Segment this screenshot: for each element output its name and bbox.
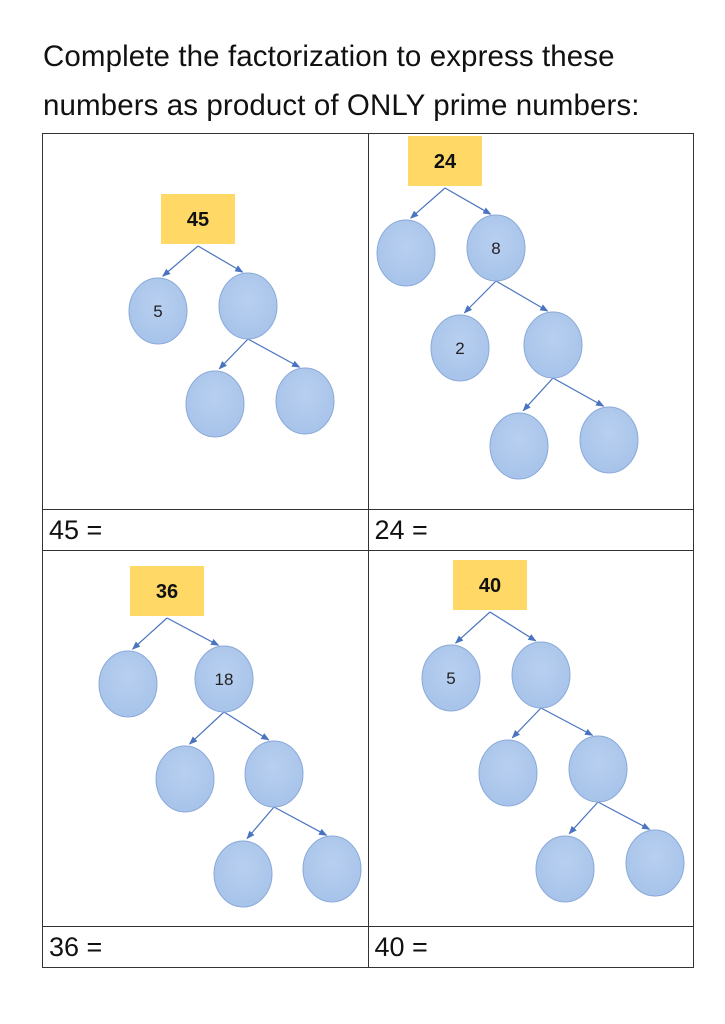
- branch-arrow: [495, 280, 548, 312]
- problem-2-tree-cell: 24 8 2: [367, 133, 694, 510]
- factor-node-blank[interactable]: [155, 745, 215, 813]
- factor-node-blank[interactable]: [535, 835, 594, 903]
- branch-arrow: [166, 617, 220, 646]
- factor-node-blank[interactable]: [98, 650, 158, 718]
- root-number-box: [130, 565, 204, 616]
- branch-arrow: [552, 377, 604, 407]
- factor-node-filled: [430, 314, 489, 382]
- factor-tree-45: 45 5: [128, 194, 335, 438]
- factor-node-blank[interactable]: [218, 272, 278, 340]
- factor-tree-36: 36 18: [98, 565, 362, 908]
- branch-arrow: [409, 187, 445, 219]
- branch-arrow: [218, 338, 249, 370]
- factor-node-label: 18: [215, 670, 234, 689]
- branch-arrow: [188, 711, 225, 745]
- branch-arrow: [162, 245, 199, 277]
- instruction-line-1: Complete the factorization to express th…: [43, 40, 615, 73]
- problem-1-tree-cell: 45 5: [42, 133, 369, 510]
- root-number-box: [452, 559, 527, 610]
- factor-node-blank[interactable]: [523, 311, 582, 379]
- answer-cell-24[interactable]: 24 =: [367, 508, 694, 551]
- factor-node-label: 5: [446, 669, 455, 688]
- problem-3-tree-cell: 36 18: [42, 549, 369, 927]
- root-number-label: 45: [187, 209, 209, 231]
- branch-arrow: [223, 711, 270, 741]
- problem-4-tree-cell: 40 5: [367, 549, 694, 927]
- factor-node-filled: [128, 277, 188, 345]
- root-number-label: 40: [478, 575, 500, 597]
- factor-node-label: 8: [491, 239, 500, 258]
- worksheet-grid: 45 5 24 8 2 45 = 24 = 36 18 40 5 36 = 40 =: [42, 133, 694, 969]
- factor-node-blank[interactable]: [568, 735, 627, 803]
- answer-label-45: 45 =: [49, 514, 103, 545]
- instruction-heading: Complete the factorization to express th…: [43, 32, 693, 130]
- factor-node-filled: [421, 644, 480, 712]
- factor-node-filled: [194, 645, 254, 713]
- factor-node-blank[interactable]: [625, 829, 684, 897]
- factor-node-blank[interactable]: [511, 641, 570, 709]
- branch-arrow: [511, 707, 541, 739]
- answer-cell-40[interactable]: 40 =: [367, 925, 694, 969]
- factor-node-blank[interactable]: [275, 367, 335, 435]
- factor-node-blank[interactable]: [302, 835, 362, 903]
- root-number-label: 24: [433, 151, 456, 173]
- factor-node-blank[interactable]: [579, 406, 638, 474]
- factor-node-label: 2: [455, 339, 464, 358]
- answer-cell-45[interactable]: 45 =: [42, 508, 369, 551]
- answer-label-40: 40 =: [374, 931, 428, 962]
- branch-arrow: [444, 187, 491, 215]
- branch-arrow: [273, 806, 328, 836]
- branch-arrow: [463, 280, 496, 314]
- branch-arrow: [540, 707, 593, 736]
- factor-node-blank[interactable]: [478, 739, 537, 807]
- factor-node-blank[interactable]: [185, 370, 245, 438]
- branch-arrow: [489, 611, 537, 642]
- branch-arrow: [454, 611, 490, 644]
- factor-node-label: 5: [153, 302, 162, 321]
- root-number-box: [161, 194, 235, 244]
- branch-arrow: [522, 377, 553, 412]
- factor-node-filled: [466, 214, 525, 282]
- factor-node-blank[interactable]: [376, 219, 435, 287]
- branch-arrow: [246, 806, 275, 840]
- branch-arrow: [568, 801, 598, 835]
- factor-tree-40: 40 5: [421, 559, 684, 903]
- instruction-line-2: numbers as product of ONLY prime numbers…: [43, 89, 640, 122]
- root-number-box: [407, 136, 482, 186]
- branch-arrow: [247, 338, 301, 368]
- answer-label-24: 24 =: [374, 514, 428, 545]
- factor-node-blank[interactable]: [244, 740, 304, 808]
- factor-tree-24: 24 8 2: [376, 136, 638, 480]
- answer-cell-36[interactable]: 36 =: [42, 925, 369, 969]
- factor-node-blank[interactable]: [489, 412, 548, 480]
- branch-arrow: [197, 245, 244, 273]
- root-number-label: 36: [156, 581, 178, 603]
- branch-arrow: [597, 801, 650, 830]
- answer-label-36: 36 =: [49, 931, 103, 962]
- factor-node-blank[interactable]: [213, 840, 273, 908]
- branch-arrow: [131, 617, 168, 650]
